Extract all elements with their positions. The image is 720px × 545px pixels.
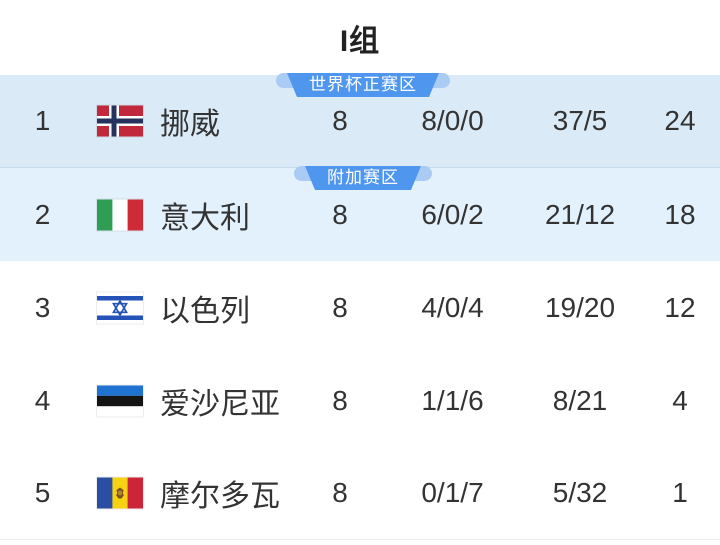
team-name: 挪威 xyxy=(160,108,220,141)
rank-cell: 4 xyxy=(34,384,51,416)
wdl-cell: 4/0/4 xyxy=(421,291,484,323)
wdl-cell: 8/0/0 xyxy=(421,105,484,136)
points-cell: 1 xyxy=(672,477,688,508)
table-row[interactable]: 附加赛区 2 意大利 8 6/0/2 21/12 18 xyxy=(0,166,720,261)
table-row[interactable]: 4 爱沙尼亚 8 1/1/6 8/21 4 xyxy=(0,354,720,447)
wdl-cell: 1/1/6 xyxy=(421,384,484,416)
qualification-zone-badge: 世界杯正赛区 xyxy=(276,73,450,97)
flag-israel-icon xyxy=(97,292,143,323)
wdl-cell: 0/1/7 xyxy=(421,477,484,508)
played-cell: 8 xyxy=(332,198,348,230)
table-row[interactable]: 5 摩尔多瓦 8 0/1/7 5/32 1 xyxy=(0,447,720,540)
points-cell: 24 xyxy=(664,105,696,136)
flag-moldova-icon xyxy=(97,477,143,509)
points-cell: 4 xyxy=(672,384,688,416)
flag-italy-icon xyxy=(97,199,143,230)
goals-cell: 37/5 xyxy=(552,105,608,136)
team-name: 意大利 xyxy=(160,201,250,235)
rank-cell: 2 xyxy=(34,198,51,230)
flag-estonia-icon xyxy=(97,385,143,416)
points-cell: 12 xyxy=(664,291,696,323)
team-name: 爱沙尼亚 xyxy=(160,387,280,421)
page-title: I组 xyxy=(339,24,381,58)
points-cell: 18 xyxy=(664,198,696,230)
goals-cell: 5/32 xyxy=(552,477,608,508)
goals-cell: 21/12 xyxy=(544,198,616,230)
goals-cell: 8/21 xyxy=(552,384,608,416)
rank-cell: 3 xyxy=(34,291,51,323)
table-row[interactable]: 世界杯正赛区 1 挪威 8 8/0/0 37/5 24 xyxy=(0,73,720,168)
rank-cell: 5 xyxy=(34,477,51,508)
flag-norway-icon xyxy=(97,105,143,137)
badge-label: 世界杯正赛区 xyxy=(287,73,439,97)
rank-cell: 1 xyxy=(34,105,51,136)
wdl-cell: 6/0/2 xyxy=(421,198,484,230)
table-row[interactable]: 3 以色列 8 4/0/4 19/20 12 xyxy=(0,261,720,354)
played-cell: 8 xyxy=(332,105,348,136)
playoff-zone-badge: 附加赛区 xyxy=(294,166,432,190)
team-name: 摩尔多瓦 xyxy=(160,480,280,513)
team-name: 以色列 xyxy=(160,294,250,328)
table-header: I组 xyxy=(0,0,720,75)
played-cell: 8 xyxy=(332,291,348,323)
goals-cell: 19/20 xyxy=(544,291,616,323)
badge-label: 附加赛区 xyxy=(305,166,421,190)
played-cell: 8 xyxy=(332,384,348,416)
played-cell: 8 xyxy=(332,477,348,508)
